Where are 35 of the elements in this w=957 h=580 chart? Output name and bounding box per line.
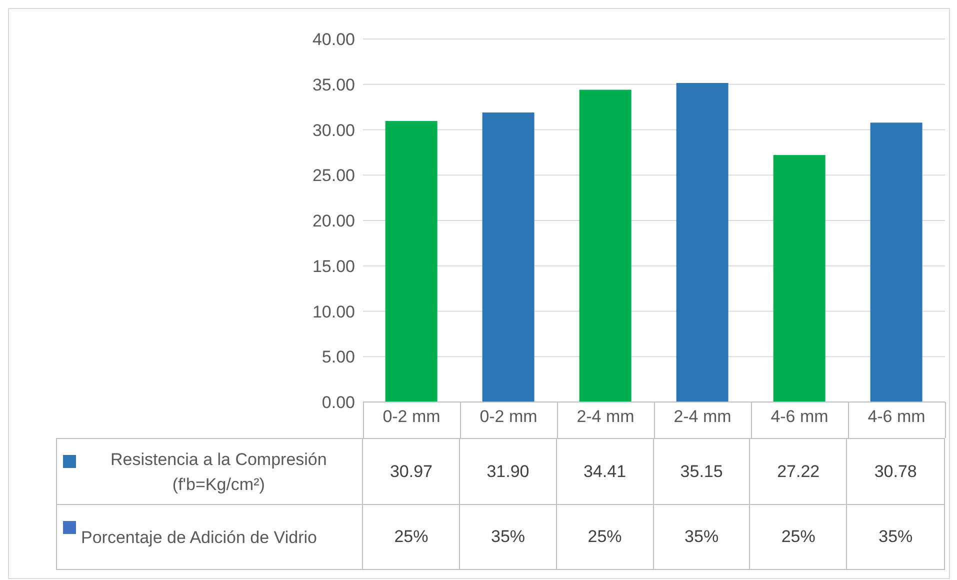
y-tick-label: 35.00 [312,75,355,94]
text: Porcentaje de Adición de Vidrio [81,526,317,548]
bar [870,122,922,402]
bar [676,83,728,402]
x-tick-label: 0-2 mm [382,407,440,426]
y-tick-label: 40.00 [312,30,355,50]
legend-label: Resistencia a la Compresión (f'b=Kg/cm²) [109,448,328,496]
y-tick-label: 10.00 [312,302,355,322]
x-tick-label: 0-2 mm [480,407,538,426]
y-tick-label: 25.00 [312,166,355,186]
text: 25% [556,505,654,569]
data-label: 30.78 [873,460,918,482]
bar [579,90,632,402]
data-label: 34.41 [556,439,654,504]
y-tick-label: 15.00 [312,256,355,276]
y-tick-label: 20.00 [312,212,355,231]
x-tick-label: 2-4 mm [576,407,634,426]
x-tick-label: 4-6 mm [868,407,926,426]
y-tick-label: 0.00 [322,393,355,412]
y-tick-label: 5.00 [322,348,355,367]
data-label: 31.90 [460,439,557,504]
bar [773,154,826,402]
y-tick-label: 30.00 [312,120,355,140]
data-label: 27.22 [750,439,848,504]
text: 25% [750,505,848,569]
text: 35% [654,505,750,569]
text: 35% [878,526,914,548]
text: 25% [363,505,460,569]
bar [385,120,438,402]
data-label: 35.15 [654,439,750,504]
text: 35% [460,505,557,569]
data-label: 30.97 [363,439,460,504]
x-tick-label: 2-4 mm [674,407,732,426]
bar [482,112,534,402]
x-tick-label: 4-6 mm [770,407,828,426]
